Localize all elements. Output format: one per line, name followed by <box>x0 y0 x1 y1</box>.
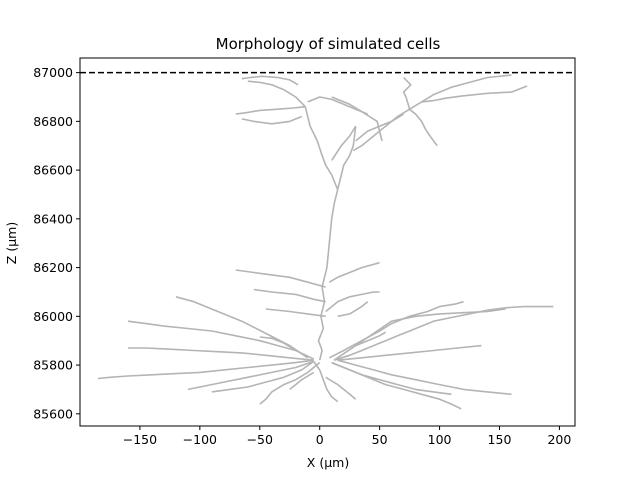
y-tick-label: 87000 <box>33 65 73 80</box>
x-tick-label: 50 <box>372 432 388 447</box>
morphology-segment-7 <box>402 76 412 110</box>
morphology-segment-38 <box>265 308 326 318</box>
morphology-segment-11 <box>241 75 299 86</box>
morphology-segment-31 <box>289 371 315 391</box>
morphology-segment-15 <box>333 305 554 361</box>
y-axis-label: Z (μm) <box>4 222 19 264</box>
morphology-segment-30 <box>325 376 357 400</box>
morphology-segment-32 <box>259 336 297 352</box>
morphology-segment-39 <box>337 301 369 318</box>
morphology-segment-27 <box>259 361 321 405</box>
plot-frame <box>79 57 576 427</box>
morphology-segment-14 <box>331 125 357 161</box>
morphology-segment-28 <box>211 360 315 393</box>
morphology-segment-33 <box>355 331 387 347</box>
x-tick-label: 200 <box>547 432 571 447</box>
y-tick-label: 86800 <box>33 114 73 129</box>
morphology-segment-6 <box>355 113 405 142</box>
y-tick-label: 86400 <box>33 211 73 226</box>
x-tick-label: −50 <box>247 432 273 447</box>
y-tick-label: 86600 <box>33 163 73 178</box>
morphology-segment-4 <box>421 85 528 103</box>
morphology-segment-1 <box>336 126 357 190</box>
x-tick-label: 0 <box>316 432 324 447</box>
morphology-segment-36 <box>235 269 326 288</box>
morphology-segment-12 <box>241 115 303 125</box>
x-tick-label: 100 <box>428 432 452 447</box>
morphology-segment-18 <box>337 359 512 396</box>
morphology-segment-17 <box>337 344 482 361</box>
morphology-segment-23 <box>127 347 314 361</box>
morphology-segment-29 <box>313 360 339 403</box>
morphology-segment-34 <box>325 291 380 313</box>
y-tick-label: 86000 <box>33 309 73 324</box>
chart-title: Morphology of simulated cells <box>216 35 441 53</box>
morphology-segment-9 <box>235 105 306 115</box>
y-tick-label: 85800 <box>33 358 73 373</box>
morphology-segment-13 <box>331 96 383 142</box>
morphology-segment-20 <box>331 361 452 396</box>
morphology-lines <box>97 74 554 410</box>
morphology-segment-35 <box>253 288 326 303</box>
y-tick-label: 85600 <box>33 406 73 421</box>
x-tick-label: −100 <box>183 432 217 447</box>
morphology-segment-2 <box>304 106 339 190</box>
morphology-segment-22 <box>97 359 314 380</box>
morphology-segment-21 <box>328 300 464 359</box>
morphology-segment-24 <box>127 320 315 360</box>
y-tick-label: 86200 <box>33 260 73 275</box>
x-tick-label: −150 <box>123 432 157 447</box>
morphology-segment-26 <box>187 360 314 391</box>
morphology-segment-3 <box>352 74 512 152</box>
morphology-segment-25 <box>175 296 309 359</box>
x-axis-ticks: −150 −100 −50 0 50 100 150 200 <box>123 426 571 447</box>
x-tick-label: 150 <box>488 432 512 447</box>
morphology-segment-37 <box>328 261 380 283</box>
morphology-segment-5 <box>409 108 438 147</box>
morphology-segment-8 <box>247 80 306 108</box>
y-axis-ticks: 85600 85800 86000 86200 86400 86600 86800 87000 <box>33 65 80 421</box>
plot-area <box>80 58 575 426</box>
morphology-segment-0 <box>317 189 339 361</box>
x-axis-label: X (μm) <box>307 455 349 470</box>
